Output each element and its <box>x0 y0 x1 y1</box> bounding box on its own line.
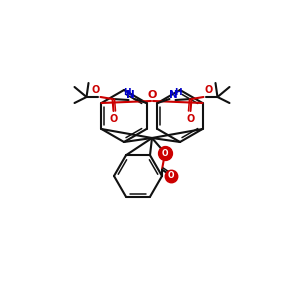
Text: H: H <box>174 88 181 97</box>
Text: O: O <box>147 89 157 100</box>
Text: O: O <box>186 114 195 124</box>
Text: N: N <box>126 90 135 100</box>
Text: O: O <box>162 148 168 158</box>
Text: N: N <box>169 90 178 100</box>
Text: H: H <box>123 88 130 97</box>
Text: O: O <box>205 85 213 95</box>
Text: O: O <box>110 114 118 124</box>
Text: O: O <box>168 171 174 180</box>
Text: O: O <box>91 85 100 95</box>
